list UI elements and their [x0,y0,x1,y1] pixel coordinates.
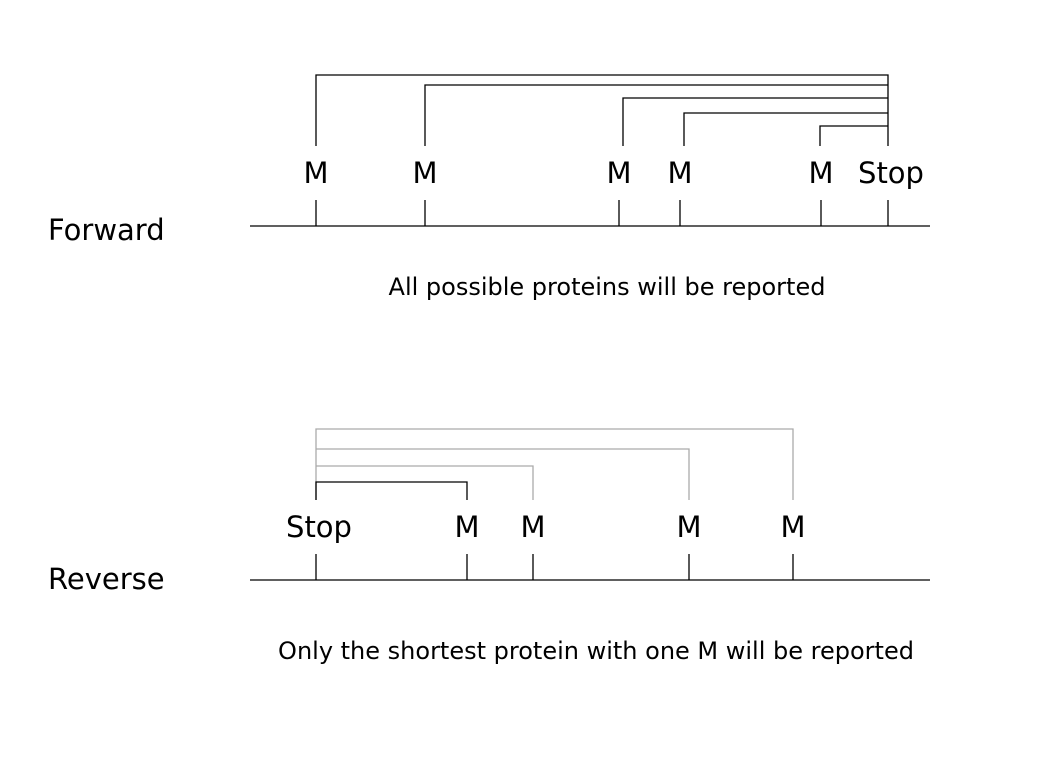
reverse-panel: Stop M M M M Reverse Only the shortest p… [48,428,930,665]
forward-bracket-2 [424,84,888,146]
forward-site-label: M [667,156,692,190]
forward-axis [250,200,930,227]
forward-strand-label: Forward [48,213,165,247]
reverse-bracket-1 [315,481,468,500]
forward-bracket-4 [683,112,888,146]
reverse-bracket-3 [316,448,690,500]
reverse-bracket-4 [315,428,794,500]
reverse-site-label: M [780,510,805,544]
forward-bracket-5 [819,125,888,146]
forward-site-label: M [808,156,833,190]
reverse-site-label: M [676,510,701,544]
reverse-brackets [315,428,794,500]
reverse-site-label: M [520,510,545,544]
forward-panel: M M M M M Stop Forward All possible prot… [48,74,930,301]
forward-site-label: M [412,156,437,190]
forward-bracket-3 [622,97,888,146]
reverse-bracket-2 [316,465,534,500]
forward-bracket-1 [315,74,889,146]
forward-brackets [315,74,889,146]
forward-site-label: Stop [858,156,924,190]
forward-site-label: M [606,156,631,190]
reverse-site-label: Stop [286,510,352,544]
reverse-site-label: M [454,510,479,544]
forward-site-label: M [303,156,328,190]
reverse-strand-label: Reverse [48,562,165,596]
reverse-caption: Only the shortest protein with one M wil… [278,637,914,665]
reverse-axis [250,554,930,581]
forward-caption: All possible proteins will be reported [389,273,826,301]
